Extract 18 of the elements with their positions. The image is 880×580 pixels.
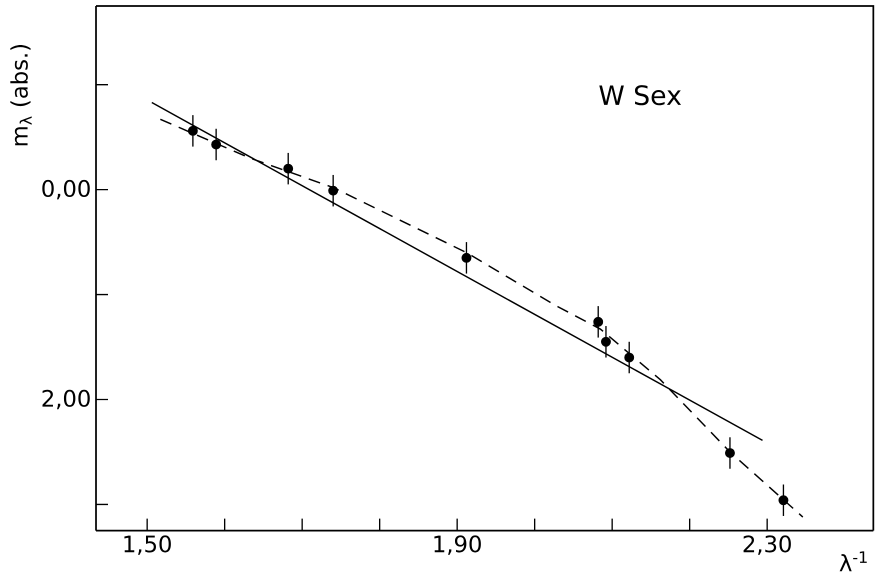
y-tick-label: 0,00 bbox=[42, 180, 90, 200]
point bbox=[283, 164, 294, 174]
point bbox=[328, 186, 338, 196]
point bbox=[211, 140, 222, 150]
annotation: W Sex bbox=[599, 85, 682, 106]
point bbox=[725, 448, 735, 458]
y-tick-label: 2,00 bbox=[42, 390, 90, 410]
point bbox=[601, 336, 611, 347]
x-tick-label: 2,30 bbox=[744, 535, 791, 555]
point bbox=[778, 495, 788, 506]
y-axis-title: m$_{λ}$ (abs.) bbox=[10, 44, 32, 146]
point bbox=[188, 126, 198, 136]
point bbox=[624, 352, 634, 362]
point bbox=[593, 316, 604, 327]
point bbox=[462, 252, 472, 263]
x-tick-label: 1,50 bbox=[124, 535, 171, 555]
x-axis-title: λ$^{-1}$ bbox=[840, 551, 867, 572]
x-tick-label: 1,90 bbox=[434, 535, 481, 555]
